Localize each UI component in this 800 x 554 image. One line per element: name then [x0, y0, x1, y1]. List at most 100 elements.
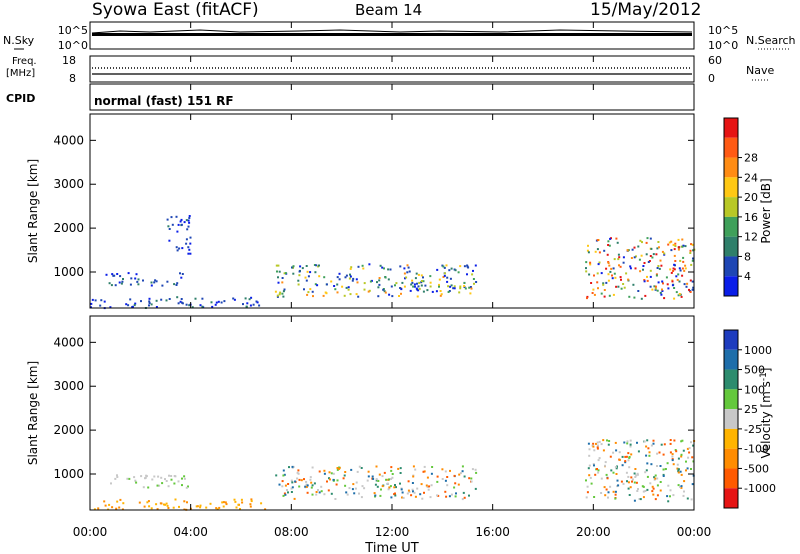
- velocity-plot-area: [90, 316, 694, 510]
- echo-cell: [617, 484, 620, 487]
- echo-cell: [470, 287, 473, 290]
- echo-cell: [209, 502, 212, 505]
- colorbar-tick-label: -500: [744, 462, 769, 475]
- echo-cell: [677, 238, 680, 241]
- echo-cell: [174, 498, 177, 501]
- echo-cell: [412, 475, 415, 478]
- echo-cell: [210, 301, 213, 304]
- echo-cell: [654, 285, 657, 288]
- echo-cell: [383, 471, 386, 474]
- echo-cell: [375, 465, 378, 468]
- echo-cell: [402, 496, 405, 499]
- echo-cell: [621, 464, 624, 467]
- colorbar-tick-label: 28: [744, 152, 758, 165]
- echo-cell: [323, 493, 326, 496]
- echo-cell: [652, 487, 655, 490]
- echo-cell: [649, 275, 652, 278]
- echo-cell: [185, 238, 188, 241]
- echo-cell: [291, 465, 294, 468]
- echo-cell: [168, 298, 171, 300]
- echo-cell: [394, 284, 396, 287]
- echo-cell: [129, 283, 132, 286]
- echo-cell: [690, 468, 692, 470]
- echo-cell: [666, 462, 669, 465]
- echo-cell: [453, 474, 456, 477]
- echo-cell: [647, 447, 650, 450]
- echo-cell: [363, 487, 366, 490]
- echo-cell: [178, 505, 180, 508]
- echo-cell: [691, 288, 694, 291]
- echo-cell: [148, 300, 151, 303]
- echo-cell: [592, 445, 595, 448]
- echo-cell: [637, 450, 640, 453]
- echo-cell: [462, 491, 465, 494]
- freq-tick-bottom: 8: [69, 72, 76, 85]
- echo-cell: [305, 485, 308, 488]
- echo-cell: [679, 259, 682, 262]
- echo-cell: [676, 467, 679, 470]
- echo-cell: [416, 282, 418, 285]
- echo-cell: [618, 458, 621, 461]
- echo-cell: [354, 487, 357, 490]
- echo-cell: [661, 280, 664, 283]
- echo-cell: [260, 502, 263, 505]
- echo-cell: [250, 500, 253, 503]
- echo-cell: [417, 273, 420, 276]
- echo-cell: [276, 294, 279, 297]
- echo-cell: [147, 500, 150, 503]
- colorbar-tick-label: 20: [744, 191, 758, 204]
- echo-cell: [609, 270, 612, 273]
- echo-cell: [470, 480, 473, 483]
- echo-cell: [600, 492, 603, 494]
- echo-cell: [430, 484, 433, 487]
- echo-cell: [631, 480, 633, 483]
- echo-cell: [655, 274, 658, 277]
- echo-cell: [654, 287, 657, 290]
- echo-cell: [663, 253, 666, 256]
- echo-cell: [429, 281, 432, 284]
- echo-cell: [663, 297, 666, 300]
- echo-cell: [330, 280, 333, 283]
- echo-cell: [585, 479, 587, 482]
- echo-cell: [137, 283, 140, 286]
- colorbar-tick-label: -100: [744, 443, 769, 456]
- echo-cell: [673, 254, 676, 257]
- echo-cell: [596, 441, 599, 444]
- echo-cell: [116, 500, 119, 503]
- echo-cell: [161, 482, 164, 485]
- echo-cell: [304, 276, 307, 279]
- echo-cell: [374, 483, 377, 486]
- echo-cell: [672, 494, 675, 497]
- echo-cell: [156, 484, 159, 487]
- echo-cell: [298, 270, 301, 273]
- echo-cell: [338, 272, 341, 275]
- echo-cell: [278, 270, 281, 273]
- echo-cell: [318, 470, 321, 473]
- echo-cell: [180, 276, 183, 279]
- echo-cell: [627, 452, 630, 455]
- echo-cell: [446, 484, 449, 487]
- echo-cell: [380, 488, 382, 491]
- echo-cell: [377, 286, 380, 289]
- echo-cell: [176, 296, 179, 299]
- echo-cell: [609, 237, 612, 240]
- echo-cell: [357, 295, 360, 298]
- echo-cell: [436, 475, 439, 478]
- echo-cell: [431, 466, 434, 468]
- echo-cell: [644, 490, 647, 492]
- echo-cell: [148, 505, 151, 508]
- power-y-axis: 1000 2000 3000 4000: [53, 133, 694, 279]
- echo-cell: [677, 484, 680, 487]
- echo-cell: [443, 272, 446, 275]
- echo-cell: [287, 491, 289, 494]
- echo-cell: [404, 277, 406, 280]
- echo-cell: [444, 479, 447, 482]
- echo-cell: [426, 289, 429, 292]
- velocity-y-label: Slant Range [km]: [26, 361, 40, 465]
- echo-cell: [463, 282, 466, 284]
- echo-cell: [411, 281, 414, 284]
- nsearch-label: N.Search: [746, 34, 796, 47]
- echo-cell: [680, 440, 683, 443]
- echo-cell: [629, 443, 632, 446]
- echo-cell: [443, 274, 446, 277]
